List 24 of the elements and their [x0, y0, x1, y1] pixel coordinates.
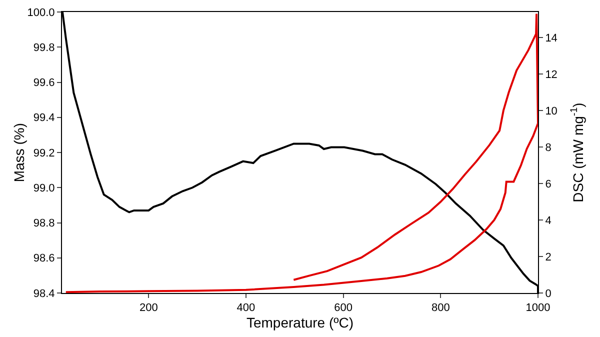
y2-tick-label: 6 [545, 178, 552, 190]
x-tick-label: 800 [431, 302, 450, 314]
y2-tick-label: 8 [545, 142, 552, 154]
y-tick-label: 100.0 [27, 6, 55, 19]
y2-tick-label: 0 [545, 288, 552, 300]
y2-tick-label: 2 [545, 251, 552, 264]
y-tick-label: 99.6 [33, 77, 55, 90]
y-tick-label: 99.2 [33, 147, 55, 160]
y2-tick-label: 12 [545, 68, 558, 81]
y2-tick-label: 14 [545, 32, 558, 44]
x-axis-title: Temperature (ºC) [246, 314, 354, 330]
y-tick-label: 99.4 [33, 112, 55, 124]
y-tick-label: 98.8 [33, 218, 55, 230]
y2-tick-label: 4 [545, 214, 552, 227]
y2-tick-label: 10 [545, 105, 558, 118]
x-tick-label: 1000 [526, 302, 550, 314]
y-tick-label: 98.4 [33, 288, 55, 300]
y-tick-label: 98.6 [33, 252, 55, 265]
y-axis-title: Mass (%) [11, 122, 27, 182]
y-tick-label: 99.0 [33, 182, 55, 194]
y-tick-label: 99.8 [33, 42, 55, 54]
x-tick-label: 400 [236, 302, 256, 314]
x-tick-label: 200 [139, 302, 158, 314]
x-tick-label: 600 [334, 302, 352, 314]
